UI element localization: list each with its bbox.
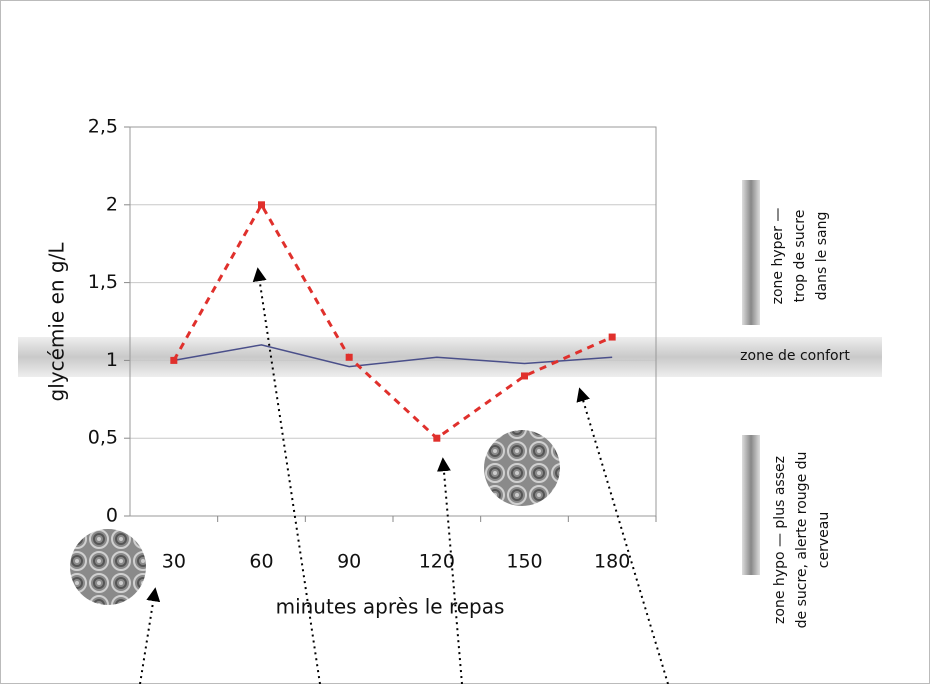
y-tick-label: 0 [106, 505, 118, 527]
sugar-image [484, 430, 560, 506]
hypo-label: zone hypo — plus assez [772, 456, 788, 624]
hyper-label: zone hyper — [770, 208, 786, 305]
y-tick-label: 2,5 [88, 116, 118, 138]
x-tick-label: 120 [419, 551, 455, 573]
point [170, 356, 178, 364]
hypo-label: de sucre, alerte rouge du [794, 452, 810, 629]
hyper-label: trop de sucre [792, 210, 808, 303]
arrow [139, 587, 161, 684]
hyper-label: dans le sang [814, 212, 830, 301]
y-axis-title: glycémie en g/L [45, 242, 69, 402]
hypo-label: cerveau [816, 512, 832, 568]
y-tick-label: 1 [106, 349, 118, 371]
comfort-label: zone de confort [740, 348, 850, 364]
hypo-band [742, 435, 760, 575]
x-tick-label: 30 [162, 551, 186, 573]
arrow [252, 267, 321, 684]
y-tick-label: 2 [106, 193, 118, 215]
sugar-image [70, 529, 146, 605]
hyper-band [742, 180, 760, 325]
y-tick-label: 1,5 [88, 271, 118, 293]
comfort-band [18, 337, 882, 377]
x-tick-label: 180 [594, 551, 630, 573]
y-tick-label: 0,5 [88, 427, 118, 449]
x-tick-label: 150 [506, 551, 542, 573]
point [345, 353, 353, 361]
x-axis-title: minutes après le repas [276, 595, 505, 619]
x-tick-label: 60 [249, 551, 273, 573]
line [173, 344, 613, 368]
point [521, 372, 528, 380]
point [258, 201, 265, 209]
arrow [436, 457, 463, 684]
line [172, 201, 613, 441]
x-tick-label: 90 [337, 551, 361, 573]
point [608, 333, 616, 341]
point [433, 434, 441, 442]
